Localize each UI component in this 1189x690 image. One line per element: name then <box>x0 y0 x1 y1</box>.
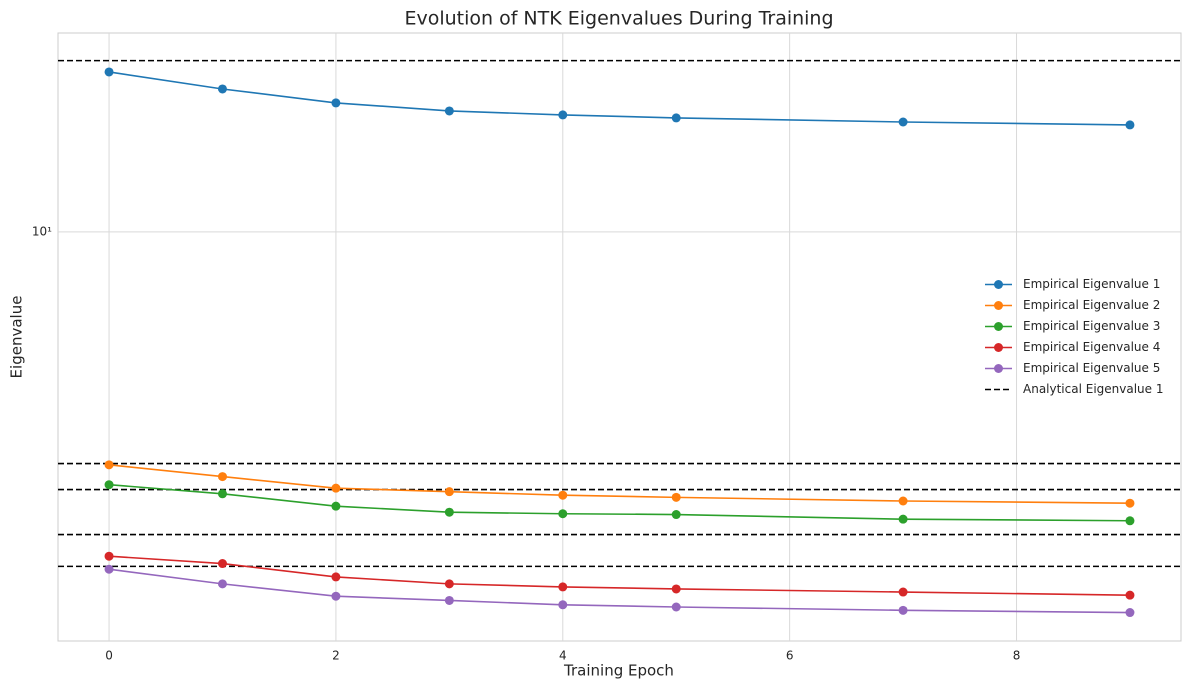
x-tick-label: 6 <box>786 649 794 663</box>
point <box>444 487 454 497</box>
point <box>217 579 227 589</box>
point <box>671 510 681 520</box>
y-tick-label: 10¹ <box>32 224 52 238</box>
point <box>898 514 908 524</box>
point <box>558 110 568 120</box>
legend-marker <box>994 343 1003 352</box>
point <box>217 559 227 569</box>
point <box>217 84 227 94</box>
point <box>104 551 114 561</box>
y-axis-label: Eigenvalue <box>8 296 26 379</box>
legend-marker <box>994 364 1003 373</box>
point <box>104 67 114 77</box>
marks <box>58 59 1181 618</box>
chart-title: Evolution of NTK Eigenvalues During Trai… <box>404 8 833 30</box>
point <box>558 582 568 592</box>
point <box>898 605 908 615</box>
point <box>331 501 341 511</box>
point <box>558 490 568 500</box>
point <box>104 480 114 490</box>
point <box>898 496 908 506</box>
point <box>217 472 227 482</box>
point <box>444 595 454 605</box>
x-tick-label: 0 <box>105 649 113 663</box>
point <box>331 591 341 601</box>
series-line <box>108 71 1130 126</box>
point <box>1125 516 1135 526</box>
point <box>898 117 908 127</box>
plot-area <box>57 32 1182 642</box>
point <box>671 584 681 594</box>
point <box>671 602 681 612</box>
point <box>444 579 454 589</box>
legend-marker <box>994 280 1003 289</box>
point <box>1125 590 1135 600</box>
point <box>671 113 681 123</box>
series-line <box>108 464 1130 505</box>
legend-label: Empirical Eigenvalue 1 <box>1023 277 1160 291</box>
grid: 0 2 4 6 8 10¹ <box>32 33 1181 663</box>
x-axis-label: Training Epoch <box>563 662 674 680</box>
series-line <box>108 555 1130 596</box>
point <box>444 507 454 517</box>
legend-label: Empirical Eigenvalue 3 <box>1023 319 1160 333</box>
legend-marker <box>994 322 1003 331</box>
point <box>104 564 114 574</box>
point <box>331 483 341 493</box>
point <box>558 509 568 519</box>
series-line <box>108 483 1130 522</box>
point <box>1125 608 1135 618</box>
point <box>104 460 114 470</box>
x-tick-label: 2 <box>332 649 340 663</box>
legend-label: Empirical Eigenvalue 4 <box>1023 340 1160 354</box>
x-tick-label: 4 <box>559 649 567 663</box>
point <box>331 98 341 108</box>
legend-marker <box>994 301 1003 310</box>
point <box>331 572 341 582</box>
point <box>444 106 454 116</box>
point <box>1125 120 1135 130</box>
legend-label: Empirical Eigenvalue 5 <box>1023 361 1160 375</box>
point <box>671 492 681 502</box>
point <box>558 600 568 610</box>
x-tick-label: 8 <box>1013 649 1021 663</box>
legend-label: Analytical Eigenvalue 1 <box>1023 382 1164 396</box>
point <box>217 489 227 499</box>
legend-label: Empirical Eigenvalue 2 <box>1023 298 1160 312</box>
legend: Empirical Eigenvalue 1 Empirical Eigenval… <box>985 277 1164 396</box>
series-line <box>108 568 1130 614</box>
point <box>898 587 908 597</box>
point <box>1125 498 1135 508</box>
